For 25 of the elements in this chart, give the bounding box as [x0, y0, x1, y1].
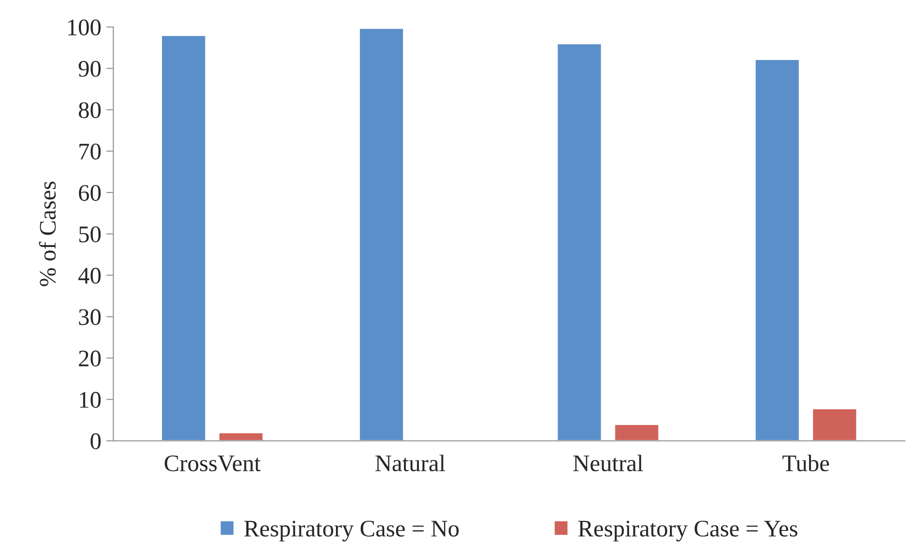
bar	[160, 34, 207, 441]
bar	[218, 432, 264, 441]
y-tick-label: 10	[80, 392, 101, 408]
legend-label: Respiratory Case = No	[244, 520, 459, 542]
bar	[812, 408, 858, 441]
y-tick-label: 100	[68, 19, 101, 36]
y-tick-label: 50	[79, 226, 101, 242]
x-tick-label: CrossVent	[164, 455, 261, 472]
x-tick-label: Tube	[782, 454, 829, 472]
x-tick-label: Natural	[375, 454, 446, 472]
y-tick-label: 0	[90, 433, 101, 450]
y-tick-label: 70	[79, 144, 101, 160]
y-tick-label: 60	[78, 185, 101, 201]
bar	[358, 28, 404, 441]
y-tick-label: 30	[79, 309, 101, 326]
y-tick-label: 20	[78, 350, 101, 366]
y-tick-label: 90	[78, 60, 101, 77]
y-axis-title: % of Cases	[38, 182, 56, 286]
x-tick-label: Neutral	[573, 454, 643, 472]
legend-label: Respiratory Case = Yes	[578, 520, 798, 542]
bar	[614, 424, 660, 441]
bar	[556, 42, 602, 441]
y-tick-label: 40	[78, 268, 101, 284]
bar	[754, 58, 800, 441]
y-tick-label: 80	[78, 102, 101, 118]
